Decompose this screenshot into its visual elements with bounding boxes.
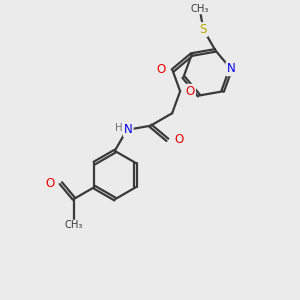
Text: O: O	[157, 63, 166, 76]
Text: O: O	[45, 177, 54, 190]
Text: S: S	[200, 23, 207, 36]
Text: O: O	[186, 85, 195, 98]
Text: CH₃: CH₃	[190, 4, 209, 14]
Text: H: H	[115, 123, 122, 134]
Text: O: O	[174, 134, 183, 146]
Text: N: N	[226, 62, 235, 75]
Text: N: N	[124, 123, 133, 136]
Text: CH₃: CH₃	[65, 220, 83, 230]
